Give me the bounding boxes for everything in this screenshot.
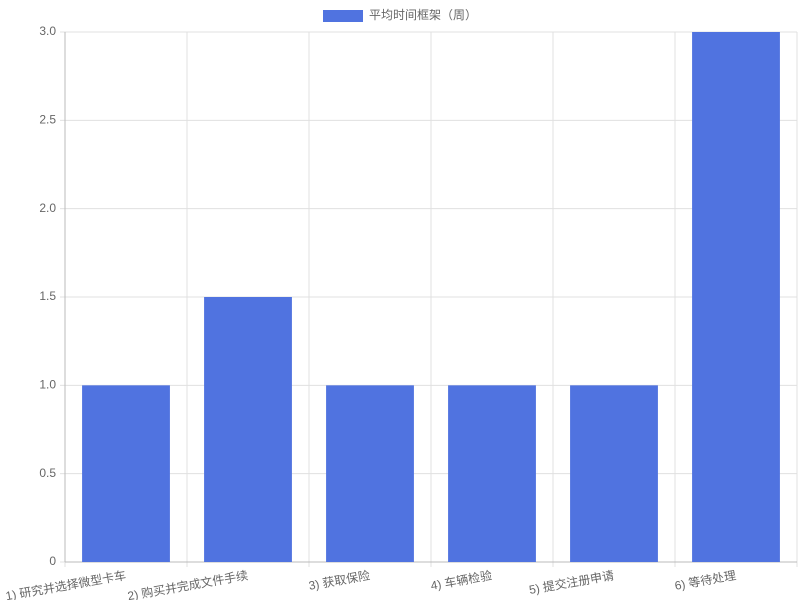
y-tick-label: 0.5: [39, 466, 56, 480]
legend-label: 平均时间框架（周）: [369, 8, 477, 22]
y-tick-label: 1.5: [39, 289, 56, 303]
y-tick-label: 2.0: [39, 201, 56, 215]
bar: [692, 32, 780, 562]
x-tick-label: 1) 研究并选择微型卡车: [4, 567, 127, 600]
y-tick-label: 1.0: [39, 378, 56, 392]
legend-swatch: [323, 10, 363, 22]
x-tick-label: 4) 车辆检验: [429, 567, 493, 593]
bar: [448, 385, 536, 562]
x-tick-label: 3) 获取保险: [307, 567, 371, 593]
x-tick-label: 2) 购买并完成文件手续: [126, 567, 249, 600]
bar: [570, 385, 658, 562]
x-tick-label: 5) 提交注册申请: [528, 567, 615, 597]
y-tick-label: 0: [49, 554, 56, 568]
bar: [204, 297, 292, 562]
y-tick-label: 3.0: [39, 24, 56, 38]
bar: [326, 385, 414, 562]
x-tick-label: 6) 等待处理: [674, 568, 738, 593]
bar: [82, 385, 170, 562]
y-tick-label: 2.5: [39, 113, 56, 127]
